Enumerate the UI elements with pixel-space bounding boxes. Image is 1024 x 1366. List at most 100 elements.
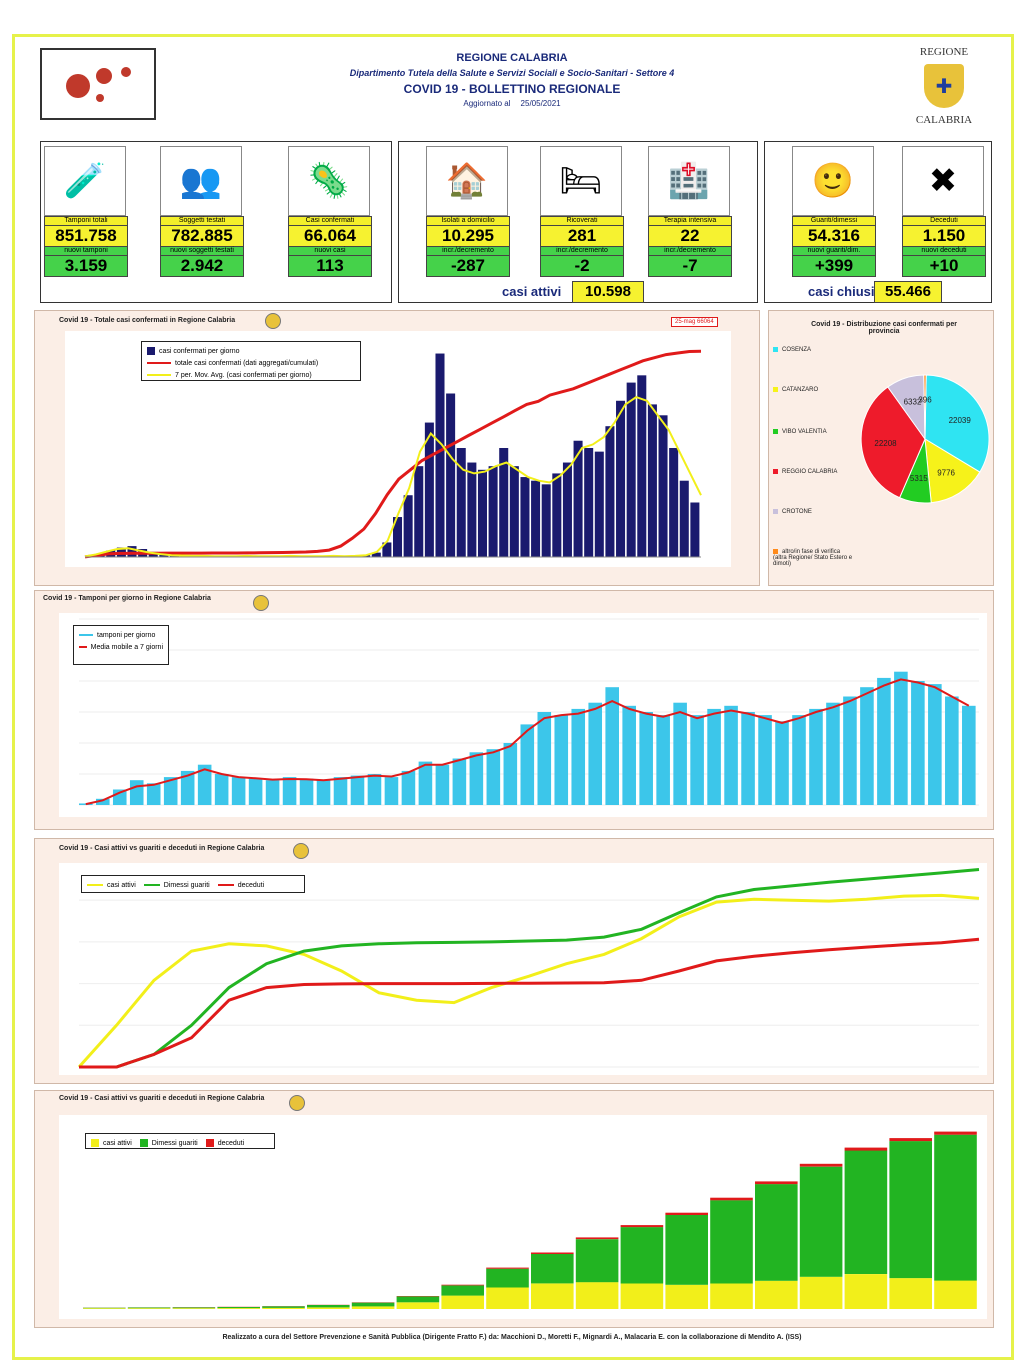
- c1-bar: [456, 448, 466, 557]
- c4-bar-segment: [799, 1166, 843, 1277]
- pie-slice: [924, 374, 990, 473]
- kpi-label: Guariti/dimessi: [792, 216, 876, 225]
- c4-bar-segment: [217, 1307, 260, 1309]
- c4-bar-segment: [351, 1306, 395, 1309]
- c4-bar-segment: [486, 1287, 529, 1309]
- c1-bar: [605, 426, 615, 557]
- chart4-title: Covid 19 - Casi attivi vs guariti e dece…: [59, 1095, 265, 1102]
- region-name: REGIONE CALABRIA: [456, 52, 568, 64]
- c2-bar: [741, 712, 755, 805]
- c2-bar: [469, 752, 484, 805]
- kpi-card: 🦠 Casi confermati 66.064 nuovi casi 113: [288, 146, 372, 277]
- c4-bar-segment: [710, 1197, 753, 1201]
- region-logo-icon: [253, 595, 269, 611]
- c2-bar: [843, 696, 857, 805]
- c2-bar: [146, 783, 161, 805]
- c2-bar: [792, 715, 806, 805]
- c1-bar: [531, 480, 541, 557]
- c4-bar-segment: [755, 1280, 798, 1309]
- c4-bar-segment: [217, 1308, 260, 1309]
- c4-bar-segment: [396, 1296, 440, 1303]
- house-icon: 🏠: [426, 146, 508, 216]
- c4-bar-segment: [83, 1307, 126, 1309]
- c1-bar: [499, 448, 509, 557]
- c1-bar: [371, 552, 381, 557]
- c4-bar-segment: [83, 1308, 126, 1309]
- c1-bar: [488, 466, 498, 557]
- kpi-sub-label: nuovi tamponi: [44, 247, 128, 255]
- c4-bar-segment: [934, 1134, 977, 1281]
- c2-bar: [214, 774, 229, 805]
- c4-bar-segment: [665, 1212, 708, 1215]
- legend-c1-total: totale casi confermati (dati aggregati/c…: [175, 359, 319, 367]
- c1-bar: [435, 353, 445, 557]
- c2-bar: [129, 780, 144, 805]
- kpi-value: 54.316: [792, 225, 876, 247]
- legend-c1-avg: 7 per. Mov. Avg. (casi confermati per gi…: [175, 371, 312, 379]
- legend-c4-active: casi attivi: [103, 1139, 132, 1147]
- kpi-label: Soggetti testati: [160, 216, 244, 225]
- kpi-sub-value: -7: [648, 255, 732, 277]
- c4-bar-segment: [486, 1268, 529, 1288]
- kpi-sub-value: -287: [426, 255, 510, 277]
- casi-attivi-value: 10.598: [572, 281, 644, 303]
- chart1-legend: casi confermati per giorno totale casi c…: [141, 341, 361, 381]
- c2-bar: [673, 702, 687, 805]
- kpi-label: Deceduti: [902, 216, 986, 225]
- c1-total-line: [84, 349, 702, 559]
- updated-label: Aggiornato al: [463, 99, 511, 108]
- c2-bar: [656, 715, 670, 805]
- c1-bar: [669, 448, 679, 557]
- c4-bar-segment: [620, 1283, 664, 1309]
- kpi-label: Isolati a domicilio: [426, 216, 510, 225]
- c4-bar-segment: [262, 1306, 305, 1308]
- c1-bar: [552, 473, 562, 557]
- legend-c3-deaths: deceduti: [237, 881, 265, 889]
- c1-bar: [616, 400, 626, 557]
- chart2-plot: [59, 613, 987, 817]
- casi-chiusi-label: casi chiusi: [808, 284, 875, 299]
- kpi-sub-value: 113: [288, 255, 372, 277]
- c1-bar: [127, 546, 137, 557]
- c2-bar: [588, 702, 603, 805]
- kpi-sub-value: -2: [540, 255, 624, 277]
- kpi-sub-label: incr./decremento: [426, 247, 510, 255]
- c1-bar: [658, 415, 668, 557]
- chart2-title: Covid 19 - Tamponi per giorno in Regione…: [43, 595, 211, 602]
- c4-bar-segment: [665, 1215, 708, 1285]
- kpi-value: 851.758: [44, 225, 128, 247]
- c2-bar: [265, 780, 280, 805]
- c4-bar-segment: [665, 1284, 708, 1309]
- pie-legend-item: altro/in fase di verifica (altra Regione…: [773, 549, 853, 567]
- c3-series-line: [79, 937, 980, 1069]
- page-frame: [12, 34, 1014, 1360]
- c4-bar-segment: [755, 1184, 798, 1281]
- kpi-value: 281: [540, 225, 624, 247]
- c4-bar-segment: [486, 1267, 529, 1269]
- c2-bar: [299, 778, 314, 805]
- c4-bar-segment: [934, 1131, 977, 1135]
- c2-bar: [316, 780, 331, 805]
- kpi-card: 🙂 Guariti/dimessi 54.316 nuovi guariti/dim.…: [792, 146, 876, 277]
- c3-series-line: [79, 868, 980, 1069]
- c4-bar-segment: [889, 1141, 932, 1279]
- kpi-sub-label: nuovi deceduti: [902, 247, 986, 255]
- c1-bar: [382, 542, 392, 557]
- c3-series-line: [77, 893, 980, 1069]
- c4-bar-segment: [710, 1283, 753, 1309]
- c4-bar-segment: [844, 1147, 888, 1151]
- chart3-legend: casi attivi Dimessi guariti deceduti: [81, 875, 305, 893]
- c2-bar: [860, 687, 874, 805]
- kpi-sub-label: nuovi casi: [288, 247, 372, 255]
- c4-bar-segment: [934, 1280, 977, 1309]
- kpi-value: 782.885: [160, 225, 244, 247]
- kpi-value: 22: [648, 225, 732, 247]
- pie-data-label: 9776: [937, 469, 955, 478]
- c4-bar-segment: [620, 1227, 664, 1284]
- c2-bar: [350, 775, 365, 805]
- region-logo-icon: [265, 313, 281, 329]
- c2-bar: [537, 712, 552, 805]
- c4-bar-segment: [441, 1295, 484, 1309]
- deceased-icon: ✖: [902, 146, 984, 216]
- c4-bar-segment: [620, 1225, 664, 1228]
